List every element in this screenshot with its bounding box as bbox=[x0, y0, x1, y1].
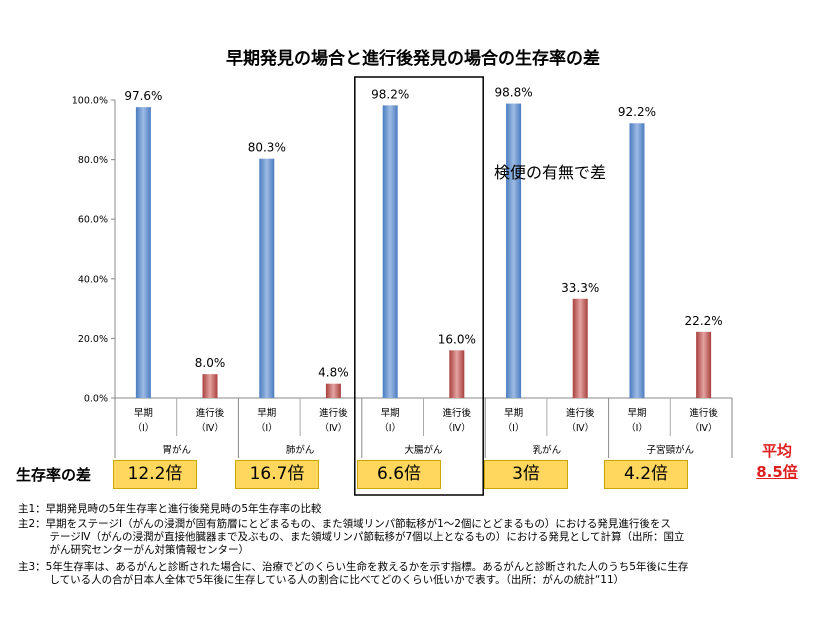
subcategory-label: （Ⅰ） bbox=[379, 422, 401, 434]
subcategory-label: 早期 bbox=[381, 408, 400, 419]
chart-title: 早期発見の場合と進行後発見の場合の生存率の差 bbox=[226, 49, 600, 69]
subcategory-label: 早期 bbox=[504, 408, 523, 419]
note-2-cont: がん研究センターがん対策情報センター） bbox=[18, 544, 249, 556]
bar-advanced bbox=[572, 298, 588, 398]
subcategory-label: 進行後 bbox=[566, 407, 595, 419]
category-label: 肺がん bbox=[286, 444, 315, 456]
bar-advanced bbox=[202, 374, 218, 398]
ratio-box-stomach: 12.2倍 bbox=[113, 460, 197, 489]
subcategory-label: （Ⅳ） bbox=[443, 422, 471, 434]
subcategory-label: （Ⅳ） bbox=[320, 422, 348, 434]
subcategory-label: 早期 bbox=[257, 408, 276, 419]
data-label: 16.0% bbox=[438, 332, 476, 346]
data-label: 4.8% bbox=[318, 366, 349, 380]
subcategory-label: （Ⅳ） bbox=[690, 422, 718, 434]
y-tick-label: 0.0% bbox=[84, 394, 108, 405]
data-label: 97.6% bbox=[124, 89, 162, 103]
average-value: 8.5倍 bbox=[756, 463, 798, 481]
data-label: 92.2% bbox=[618, 105, 656, 119]
subcategory-label: 進行後 bbox=[196, 407, 225, 419]
note-2: 主2：早期をステージⅠ（がんの浸潤が固有筋層にとどまるもの、また領域リンパ節転移… bbox=[18, 518, 671, 530]
bar-advanced bbox=[325, 383, 341, 398]
category-label: 大腸がん bbox=[404, 444, 442, 456]
bar-early bbox=[506, 103, 522, 399]
category-label: 子宮頸がん bbox=[647, 444, 695, 456]
subcategory-label: （Ⅳ） bbox=[566, 422, 594, 434]
note-2-cont: テージⅣ（がんの浸潤が直接他臓器まで及ぶもの、また領域リンパ節転移が7個以上とな… bbox=[18, 531, 685, 543]
subcategory-label: （Ⅰ） bbox=[132, 422, 154, 434]
bar-advanced bbox=[449, 350, 465, 398]
note-1: 主1：早期発見時の5年生存率と進行後発見時の5年生存率の比較 bbox=[18, 503, 322, 515]
data-label: 98.8% bbox=[495, 86, 533, 100]
y-tick-label: 20.0% bbox=[78, 334, 108, 345]
subcategory-label: （Ⅰ） bbox=[503, 422, 525, 434]
y-tick-label: 60.0% bbox=[78, 215, 108, 226]
data-label: 33.3% bbox=[561, 281, 599, 295]
survival-diff-label: 生存率の差 bbox=[16, 466, 92, 484]
data-label: 80.3% bbox=[248, 141, 286, 155]
bar-early bbox=[629, 123, 645, 398]
note-3-cont: している人の合が日本人全体で5年後に生存している人の割合に比べてどのくらい低いか… bbox=[18, 574, 625, 586]
data-label: 98.2% bbox=[371, 87, 409, 101]
y-tick-label: 80.0% bbox=[78, 155, 108, 166]
subcategory-label: 進行後 bbox=[689, 407, 718, 419]
note-3: 主3：5年生存率は、あるがんと診断された場合に、治療でどのくらい生命を救えるかを… bbox=[18, 561, 689, 573]
data-label: 22.2% bbox=[685, 314, 723, 328]
ratio-box-colorectal: 6.6倍 bbox=[357, 460, 441, 489]
bar-early bbox=[382, 105, 398, 398]
ratio-box-cervical: 4.2倍 bbox=[604, 460, 688, 489]
y-tick-label: 40.0% bbox=[78, 274, 108, 285]
average-label: 平均 bbox=[761, 442, 792, 460]
bar-early bbox=[259, 158, 275, 398]
highlight-frame-colorectal bbox=[354, 76, 484, 496]
bar-early bbox=[135, 107, 151, 398]
subcategory-label: （Ⅰ） bbox=[626, 422, 648, 434]
subcategory-label: 早期 bbox=[134, 408, 153, 419]
ratio-box-breast: 3倍 bbox=[484, 460, 568, 489]
category-label: 胃がん bbox=[162, 444, 191, 456]
data-label: 8.0% bbox=[195, 356, 226, 370]
bar-advanced bbox=[696, 331, 712, 398]
annotation-text: 検便の有無で差 bbox=[494, 163, 606, 182]
category-label: 乳がん bbox=[533, 444, 562, 456]
subcategory-label: （Ⅳ） bbox=[196, 422, 224, 434]
subcategory-label: 早期 bbox=[627, 408, 646, 419]
ratio-box-lung: 16.7倍 bbox=[235, 460, 319, 489]
subcategory-label: 進行後 bbox=[319, 407, 348, 419]
subcategory-label: （Ⅰ） bbox=[256, 422, 278, 434]
subcategory-label: 進行後 bbox=[443, 407, 472, 419]
y-tick-label: 100.0% bbox=[72, 96, 108, 107]
